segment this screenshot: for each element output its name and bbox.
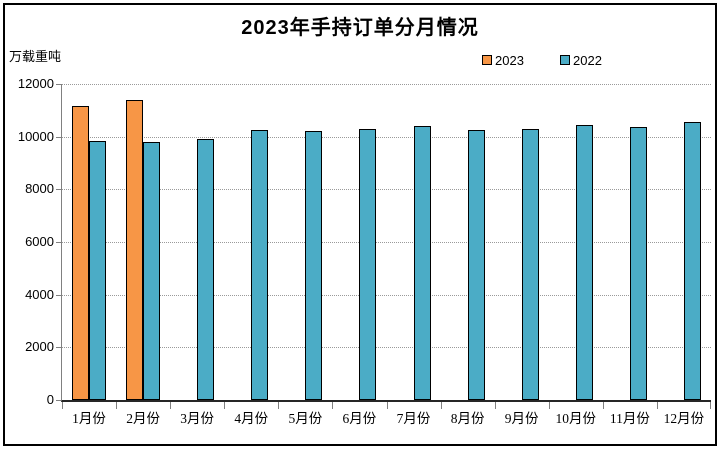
bar-2023-2月份 [126, 99, 144, 400]
y-axis-unit-label: 万载重吨 [9, 49, 62, 64]
x-axis-tick [602, 402, 604, 409]
gridline-2000 [62, 347, 711, 349]
y-axis-label-4000: 4000 [25, 286, 54, 302]
x-axis-tick [386, 402, 388, 409]
y-axis-tick [56, 400, 61, 401]
y-axis-label-6000: 6000 [25, 234, 54, 249]
y-axis-tick [56, 189, 61, 191]
bar-2022-7月份 [413, 126, 431, 400]
bar-2022-2月份 [143, 141, 161, 400]
y-axis-tick [56, 136, 61, 138]
bar-2022-11月份 [629, 126, 647, 400]
y-axis-label-0: 0 [46, 392, 54, 407]
x-axis-label-2月份: 2月份 [126, 411, 160, 426]
bar-2022-3月份 [197, 139, 215, 400]
legend-label-2022: 2022 [573, 52, 602, 68]
gridline-10000 [62, 136, 711, 138]
x-axis-label-8月份: 8月份 [450, 411, 485, 426]
bar-2022-12月份 [683, 121, 701, 400]
bar-2022-5月份 [305, 131, 323, 400]
x-axis-label-1月份: 1月份 [72, 411, 106, 426]
bar-2022-1月份 [89, 140, 107, 400]
legend-swatch-2022 [560, 55, 570, 65]
legend-swatch-2023 [482, 55, 492, 65]
legend-item-2022: 2022 [560, 52, 602, 68]
x-axis-tick [440, 402, 442, 409]
gridline-4000 [62, 294, 711, 296]
y-axis-label-8000: 8000 [25, 181, 54, 197]
y-axis-tick [56, 294, 61, 296]
x-axis-label-12月份: 12月份 [663, 411, 705, 426]
x-axis-label-7月份: 7月份 [396, 411, 431, 426]
x-axis-tick [656, 402, 658, 409]
x-axis-label-6月份: 6月份 [342, 411, 377, 426]
plot-area: 1月份 2月份 3月份 4月份 5月份 6月份 7月份 8月份 9月份 10月份 11月份 12月份 [61, 84, 711, 426]
gridline-6000 [62, 242, 711, 243]
x-axis-tick [548, 402, 550, 409]
y-axis-tick [56, 242, 61, 243]
bar-2022-9月份 [521, 129, 539, 400]
x-axis-label-9月份: 9月份 [504, 411, 539, 426]
x-axis-label-3月份: 3月份 [180, 411, 215, 426]
legend-label-2023: 2023 [495, 52, 524, 68]
bar-2023-1月份 [72, 106, 90, 400]
x-axis-tick [710, 402, 711, 409]
x-axis-tick [224, 402, 226, 409]
gridline-12000 [62, 84, 711, 85]
x-axis-tick [116, 402, 118, 409]
bar-2022-8月份 [467, 130, 485, 400]
chart-title: 2023年手持订单分月情况 [241, 17, 479, 39]
x-axis-tick [278, 402, 280, 409]
x-axis-tick [62, 402, 63, 409]
y-axis-tick [56, 347, 61, 349]
gridline-8000 [62, 189, 711, 191]
bar-2022-10月份 [575, 125, 593, 400]
bar-2022-4月份 [251, 130, 269, 400]
x-axis-label-4月份: 4月份 [234, 411, 269, 426]
y-axis-tick [56, 84, 61, 85]
x-axis-label-11月份: 11月份 [609, 411, 650, 426]
x-axis-tick [170, 402, 172, 409]
legend-item-2023: 2023 [482, 52, 524, 68]
y-axis-label-2000: 2000 [25, 339, 54, 355]
y-axis-label-12000: 12000 [17, 76, 54, 91]
y-axis-label-10000: 10000 [17, 128, 54, 144]
x-axis-label-5月份: 5月份 [288, 411, 323, 426]
x-axis-tick [494, 402, 496, 409]
bar-2022-6月份 [359, 128, 377, 400]
x-axis-label-10月份: 10月份 [555, 411, 597, 426]
x-axis-tick [332, 402, 334, 409]
